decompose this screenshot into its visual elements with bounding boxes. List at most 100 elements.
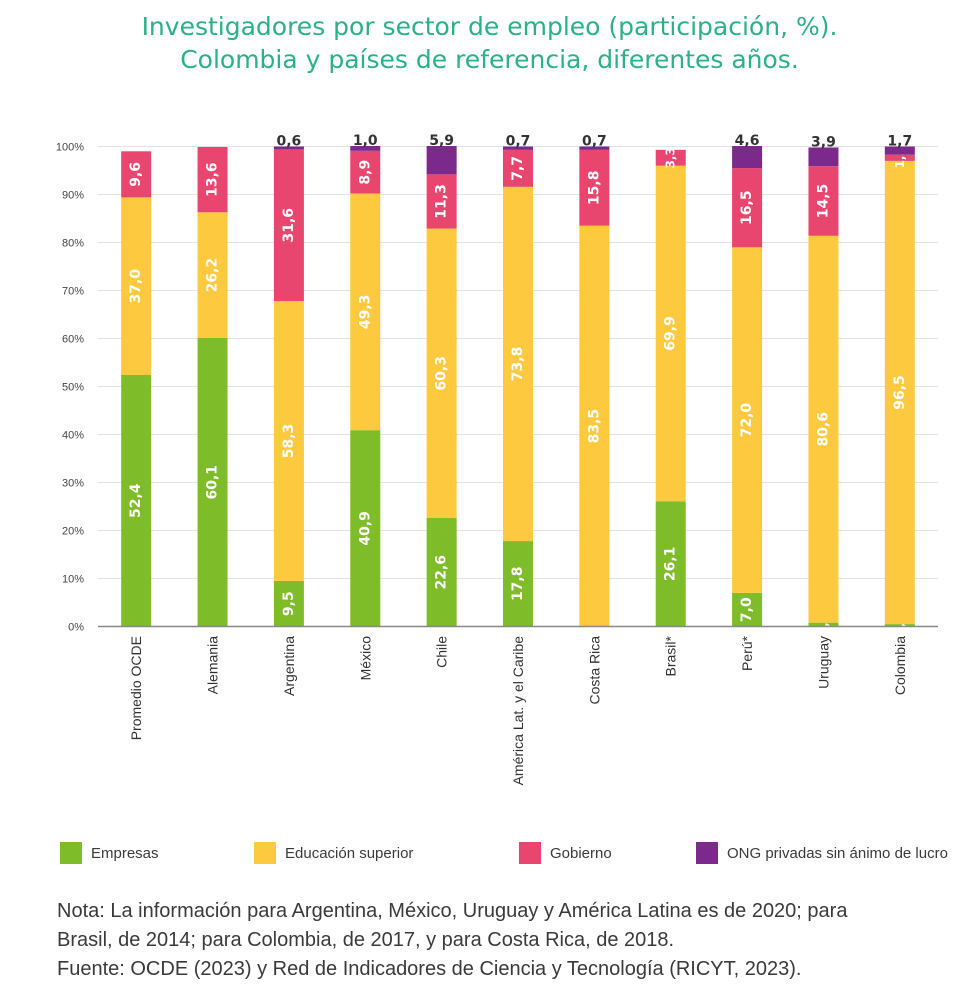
y-tick-label: 70%: [62, 286, 84, 298]
note-text: Nota: La información para Argentina, Méx…: [57, 900, 848, 922]
data-label: 0,7: [582, 134, 607, 150]
data-label: 7,0: [739, 597, 755, 622]
data-label: 31,6: [281, 208, 297, 243]
legend-label-educacion: Educación superior: [285, 844, 414, 862]
chart-notes: Nota: La información para Argentina, Méx…: [57, 897, 957, 984]
bar-segment-empresas: [121, 374, 152, 627]
bar-segment-gobierno: [655, 149, 686, 166]
data-label: 15,8: [586, 171, 602, 206]
y-tick-label: 10%: [62, 574, 84, 586]
x-tick-label: Perú*: [739, 635, 755, 671]
bar-segment-educacion: [884, 160, 915, 625]
data-label: 3,3: [664, 147, 678, 168]
bar-segment-gobierno: [350, 150, 381, 194]
bar-segment-educacion: [579, 225, 610, 627]
note-text-continued: Brasil, de 2014; para Colombia, de 2017,…: [57, 929, 675, 951]
x-tick-label: Argentina: [281, 636, 297, 696]
data-label: 0,6: [277, 134, 302, 150]
bar-segment-empresas: [732, 592, 763, 627]
bar-segment-gobierno: [197, 146, 228, 213]
bar-segment-empresas: [197, 338, 228, 627]
legend-item-empresas: Empresas: [60, 842, 159, 864]
data-label: 52,4: [128, 483, 144, 518]
data-label: 40,9: [357, 511, 373, 546]
bar-segment-educacion: [503, 186, 533, 542]
bar-segment-empresas: [350, 430, 381, 627]
bar-segment-ong: [273, 146, 304, 150]
data-label: 0,7: [506, 134, 531, 150]
y-tick-label: 40%: [62, 430, 84, 442]
data-label: 60,1: [205, 465, 221, 500]
chart-title: Investigadores por sector de empleo (par…: [0, 10, 979, 76]
bar-segment-empresas: [426, 518, 457, 627]
bar-segment-empresas: [503, 541, 533, 627]
bar-segment-gobierno: [579, 149, 610, 226]
x-tick-label: Costa Rica: [586, 636, 602, 705]
x-tick-label: Colombia: [892, 636, 908, 695]
data-label: 72,0: [739, 403, 755, 438]
bar-segment-ong: [808, 147, 839, 167]
x-tick-label: Brasil*: [663, 635, 679, 676]
data-label: 8,9: [357, 160, 373, 185]
data-label: 1,7: [887, 134, 912, 150]
data-label: 9,5: [281, 591, 297, 616]
chart-title-line-1: Investigadores por sector de empleo (par…: [141, 12, 838, 41]
bar-segment-educacion: [350, 193, 381, 431]
data-label: 9,6: [128, 162, 144, 187]
bar-segment-empresas: [655, 501, 686, 627]
bar-segment-educacion: [655, 165, 686, 502]
legend-label-empresas: Empresas: [91, 844, 159, 862]
x-tick-label: Promedio OCDE: [128, 636, 144, 740]
data-label: 26,1: [663, 547, 679, 582]
bar-segment-empresas: [884, 624, 915, 627]
data-label: 11,3: [434, 184, 450, 219]
bar-segment-ong: [579, 146, 610, 150]
x-tick-label: Uruguay: [815, 636, 831, 689]
data-label: 16,5: [739, 190, 755, 225]
legend-swatch-educacion: [254, 842, 276, 864]
source-text: Fuente: OCDE (2023) y Red de Indicadores…: [57, 958, 802, 980]
bar-segment-gobierno: [273, 149, 304, 302]
data-label: 17,8: [510, 567, 526, 602]
bar-segment-empresas: [808, 622, 839, 627]
bar-segment-ong: [884, 146, 915, 155]
bar-segment-educacion: [273, 301, 304, 581]
data-label: 4,6: [735, 133, 760, 149]
legend-swatch-ong: [696, 842, 718, 864]
bar-segment-educacion: [808, 235, 839, 623]
y-tick-label: 80%: [62, 238, 84, 250]
data-label: 96,5: [892, 375, 908, 410]
data-label: 69,9: [663, 316, 679, 351]
y-tick-label: 20%: [62, 526, 84, 538]
bar-segment-empresas: [273, 580, 304, 627]
data-label: 5,9: [429, 133, 454, 149]
legend-label-gobierno: Gobierno: [550, 844, 612, 862]
bar-segment-gobierno: [732, 168, 763, 248]
data-label: 13,6: [205, 162, 221, 197]
y-tick-label: 90%: [62, 190, 84, 202]
bar-segment-educacion: [197, 212, 228, 339]
bar-segment-ong: [426, 146, 457, 175]
bar-segment-educacion: [121, 197, 152, 375]
bar-segment-gobierno: [884, 154, 915, 161]
chart-title-line-2: Colombia y países de referencia, diferen…: [180, 45, 799, 74]
legend-label-ong: ONG privadas sin ánimo de lucro: [727, 844, 948, 862]
bar-segment-ong: [503, 146, 533, 150]
data-label: 7,7: [510, 156, 526, 181]
data-label: 3,9: [811, 134, 836, 150]
legend-item-gobierno: Gobierno: [519, 842, 612, 864]
bar-segment-educacion: [732, 247, 763, 593]
data-label: 26,2: [205, 258, 221, 293]
bar-segment-gobierno: [426, 174, 457, 229]
data-label: 58,3: [281, 424, 297, 459]
bar-segment-ong: [732, 146, 763, 169]
data-label: 80,6: [815, 412, 831, 447]
stacked-bar-chart: 0% 10% 20% 30% 40% 50% 60% 70% 80% 90% 100% 52,4 37,…: [56, 133, 938, 785]
bar-segment-gobierno: [503, 149, 533, 187]
data-label: 1,0: [353, 133, 378, 149]
data-label: 49,3: [357, 295, 373, 330]
data-label: 83,5: [586, 409, 602, 444]
bar-segment-gobierno: [808, 166, 839, 236]
data-label: 60,3: [434, 356, 450, 391]
bar-segment-gobierno: [121, 151, 152, 198]
